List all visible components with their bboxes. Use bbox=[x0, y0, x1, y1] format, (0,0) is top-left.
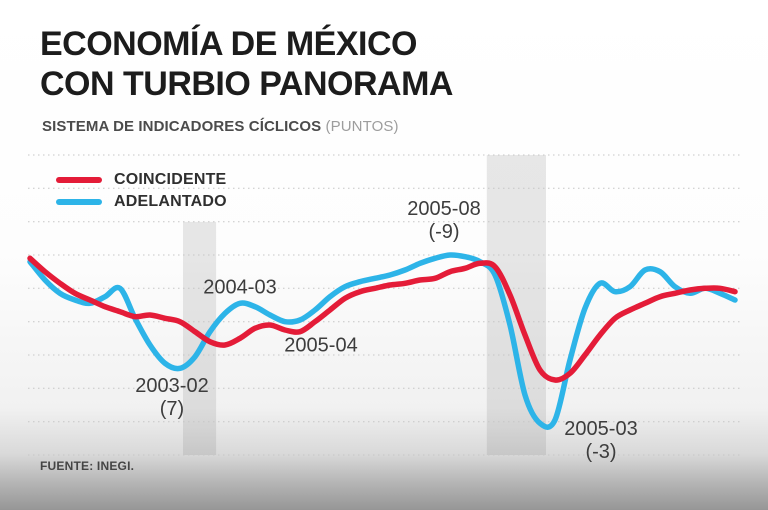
coincidente-line-swatch bbox=[56, 177, 102, 183]
subtitle-units: (PUNTOS) bbox=[325, 118, 399, 135]
adelantado-line-swatch bbox=[56, 199, 102, 205]
annotation-2005-08: 2005-08 (-9) bbox=[407, 198, 480, 244]
annotation-2003-02: 2003-02 (7) bbox=[135, 375, 208, 421]
source-credit: FUENTE: INEGI. bbox=[40, 459, 135, 473]
title-line-2: CON TURBIO PANORAMA bbox=[40, 65, 453, 103]
annotation-value: (-3) bbox=[585, 441, 617, 463]
legend-item-coincidente: COINCIDENTE bbox=[56, 169, 227, 191]
annotation-2005-04: 2005-04 bbox=[284, 335, 357, 358]
legend-label-adelantado: ADELANTADO bbox=[114, 193, 227, 210]
chart-legend: COINCIDENTE ADELANTADO bbox=[56, 169, 227, 213]
shaded-band-0 bbox=[183, 221, 217, 455]
annotation-value: (7) bbox=[159, 398, 185, 420]
subtitle-main: SISTEMA DE INDICADORES CÍCLICOS bbox=[42, 118, 322, 135]
title-line-1: ECONOMÍA DE MÉXICO bbox=[40, 25, 417, 63]
legend-label-coincidente: COINCIDENTE bbox=[114, 171, 227, 188]
annotation-date: 2005-03 bbox=[564, 418, 638, 440]
annotation-value: (-9) bbox=[428, 221, 460, 243]
series-line-adelantado bbox=[27, 252, 738, 430]
legend-item-adelantado: ADELANTADO bbox=[56, 191, 227, 213]
series-line-coincidente bbox=[27, 255, 738, 383]
annotation-2004-03: 2004-03 bbox=[203, 277, 276, 300]
annotation-date: 2005-04 bbox=[284, 334, 358, 357]
annotation-date: 2003-02 bbox=[135, 375, 209, 397]
annotation-2005-03: 2005-03 (-3) bbox=[564, 418, 637, 464]
annotation-date: 2005-08 bbox=[407, 198, 481, 220]
annotation-date: 2004-03 bbox=[203, 276, 277, 299]
chart-subtitle: SISTEMA DE INDICADORES CÍCLICOS (PUNTOS) bbox=[42, 118, 399, 135]
page-title: ECONOMÍA DE MÉXICO CON TURBIO PANORAMA bbox=[40, 24, 453, 104]
